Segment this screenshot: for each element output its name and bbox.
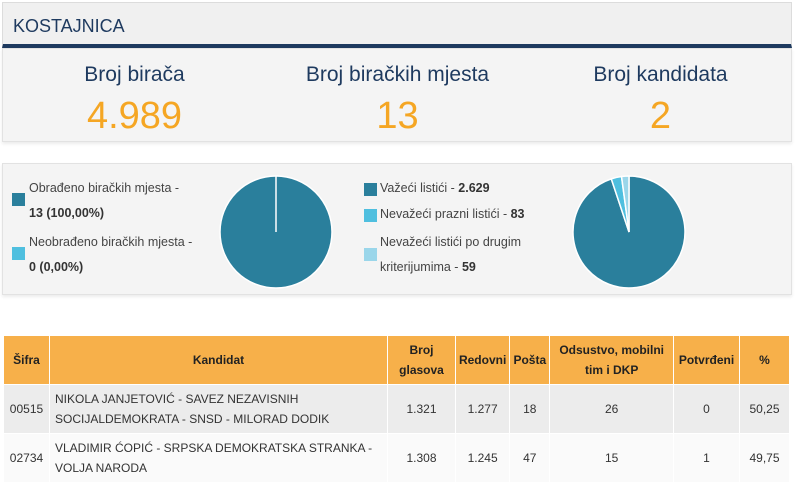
ballots-pie [572, 175, 686, 289]
cell-kandidat-line1: NIKOLA JANJETOVIĆ - SAVEZ NEZAVISNIH [54, 392, 299, 406]
unprocessed-value: 0 (0,00%) [29, 260, 84, 274]
cell-kandidat-line2: SOCIJALDEMOKRATA - SNSD - MILORAD DODIK [54, 412, 330, 426]
cell-broj-glasova: 1.321 [387, 384, 456, 434]
cell-potvrdjeni: 1 [673, 433, 740, 483]
unprocessed-swatch [12, 247, 25, 260]
processed-label: Obrađeno biračkih mjesta - [29, 181, 180, 195]
results-table: Šifra Kandidat Broj glasova Redovni Pošt… [3, 335, 791, 483]
valid-legend: Važeći listići - 2.629 [380, 176, 490, 201]
cell-pct: 49,75 [738, 433, 791, 483]
processed-legend: Obrađeno biračkih mjesta - 13 (100,00%) [29, 176, 179, 226]
stat-polling-stations-label: Broj biračkih mjesta [305, 63, 490, 86]
invalid-blank-value: 83 [510, 207, 525, 221]
cell-kandidat: VLADIMIR ĆOPIĆ - SRPSKA DEMOKRATSKA STRA… [48, 433, 389, 483]
col-header-potvrdjeni[interactable]: Potvrđeni [673, 335, 740, 385]
cell-redovni: 1.277 [454, 384, 511, 434]
cell-sifra: 00515 [3, 384, 50, 434]
invalid-blank-swatch [364, 209, 377, 222]
cell-redovni: 1.245 [454, 433, 511, 483]
col-header-odsustvo-line1: Odsustvo, mobilni [559, 343, 664, 357]
stat-candidates: Broj kandidata 2 [529, 49, 792, 137]
ballots-pie-slice-2[interactable] [620, 175, 630, 233]
stats-panel: Broj birača 4.989 Broj biračkih mjesta 1… [2, 48, 792, 142]
cell-sifra: 02734 [3, 433, 50, 483]
invalid-other-label-1: Nevažeći listići po drugim [380, 235, 522, 249]
stat-voters-label: Broj birača [84, 63, 185, 86]
cell-kandidat: NIKOLA JANJETOVIĆ - SAVEZ NEZAVISNIH SOC… [48, 384, 389, 434]
valid-swatch [364, 183, 377, 196]
table-row: 00515 NIKOLA JANJETOVIĆ - SAVEZ NEZAVISN… [3, 384, 791, 434]
polling-stations-pie [219, 175, 333, 289]
valid-value: 2.629 [458, 181, 490, 195]
col-header-odsustvo[interactable]: Odsustvo, mobilni tim i DKP [549, 335, 675, 385]
stat-candidates-value: 2 [649, 95, 672, 137]
unprocessed-label: Neobrađeno biračkih mjesta - [29, 235, 193, 249]
charts-panel: Obrađeno biračkih mjesta - 13 (100,00%) … [2, 163, 792, 295]
table-row: 02734 VLADIMIR ĆOPIĆ - SRPSKA DEMOKRATSK… [3, 433, 791, 483]
cell-broj-glasova: 1.308 [387, 433, 456, 483]
col-header-broj-line2: glasova [399, 363, 444, 377]
cell-posta: 47 [509, 433, 551, 483]
invalid-other-value: 59 [461, 260, 476, 274]
invalid-blank-legend: Nevažeći prazni listići - 83 [380, 202, 525, 227]
valid-label: Važeći listići - [380, 181, 459, 195]
col-header-pct[interactable]: % [738, 335, 791, 385]
col-header-sifra[interactable]: Šifra [3, 335, 50, 385]
stat-voters-value: 4.989 [86, 95, 183, 137]
col-header-broj-line1: Broj [409, 343, 434, 357]
cell-pct: 50,25 [738, 384, 791, 434]
stat-polling-stations-value: 13 [376, 95, 419, 137]
invalid-other-legend: Nevažeći listići po drugim kriterijumima… [380, 230, 521, 280]
cell-potvrdjeni: 0 [673, 384, 740, 434]
col-header-odsustvo-line2: tim i DKP [584, 363, 639, 377]
municipality-header: KOSTAJNICA [2, 2, 792, 48]
unprocessed-legend: Neobrađeno biračkih mjesta - 0 (0,00%) [29, 230, 192, 280]
col-header-broj-glasova[interactable]: Broj glasova [387, 335, 456, 385]
col-header-posta[interactable]: Pošta [509, 335, 551, 385]
processed-value: 13 (100,00%) [29, 206, 105, 220]
cell-odsustvo: 15 [549, 433, 675, 483]
stat-polling-stations: Broj biračkih mjesta 13 [266, 49, 529, 137]
table-header-row: Šifra Kandidat Broj glasova Redovni Pošt… [3, 335, 791, 385]
processed-swatch [12, 193, 25, 206]
cell-posta: 18 [509, 384, 551, 434]
invalid-other-swatch [364, 248, 377, 261]
stat-voters: Broj birača 4.989 [3, 49, 266, 137]
invalid-other-label-2: kriterijumima - [380, 260, 462, 274]
cell-odsustvo: 26 [549, 384, 675, 434]
col-header-kandidat[interactable]: Kandidat [48, 335, 389, 385]
col-header-redovni[interactable]: Redovni [454, 335, 511, 385]
cell-kandidat-line2: VOLJA NARODA [54, 461, 148, 475]
stat-candidates-label: Broj kandidata [593, 63, 728, 86]
municipality-title: KOSTAJNICA [13, 16, 125, 36]
cell-kandidat-line1: VLADIMIR ĆOPIĆ - SRPSKA DEMOKRATSKA STRA… [54, 441, 373, 455]
invalid-blank-label: Nevažeći prazni listići - [380, 207, 511, 221]
